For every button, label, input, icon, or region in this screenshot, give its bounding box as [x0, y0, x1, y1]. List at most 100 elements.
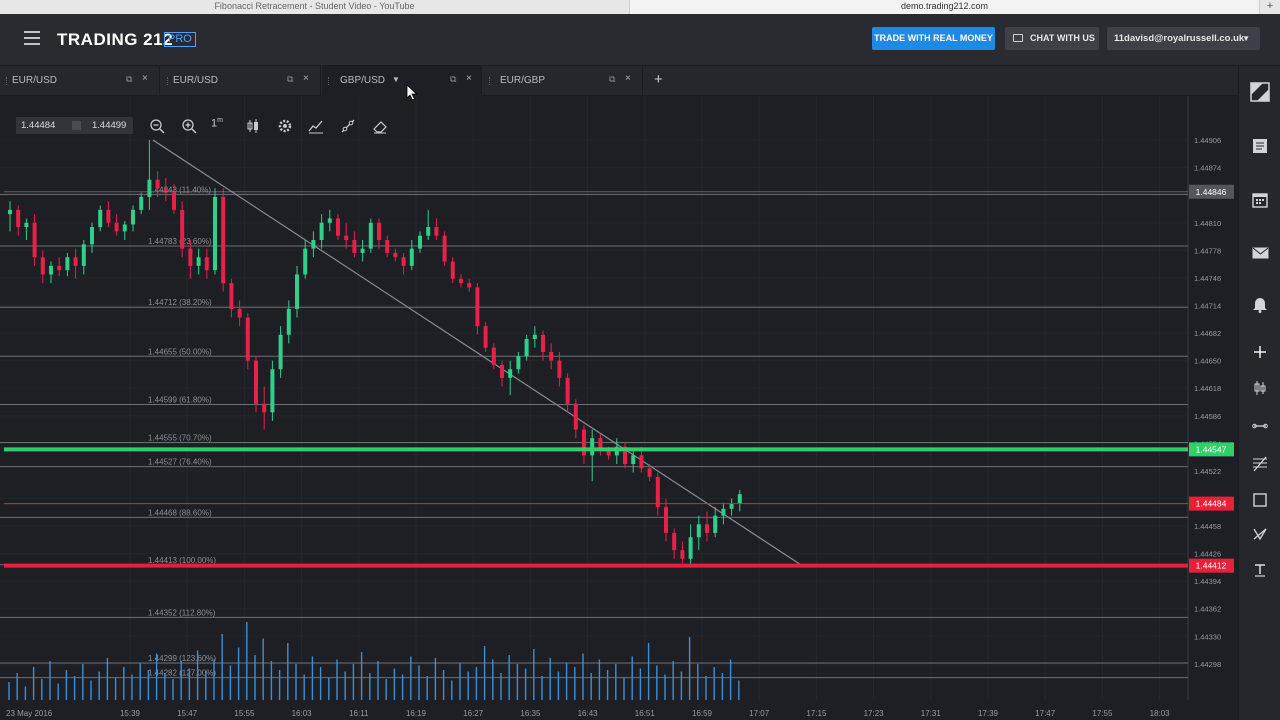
x-axis-label: 16:51 — [635, 709, 656, 718]
indicators-icon[interactable] — [308, 118, 324, 134]
candle-body — [680, 550, 685, 559]
y-axis-label: 1.44362 — [1194, 605, 1221, 614]
sidebar-text-tool[interactable] — [1239, 554, 1280, 586]
close-icon[interactable]: × — [303, 73, 309, 84]
chat-label: CHAT WITH US — [1030, 33, 1095, 43]
candle-body — [737, 494, 742, 504]
tab-gbpusd[interactable]: GBP/USD ▼ ⧉ × — [322, 66, 482, 96]
x-axis-label: 16:43 — [578, 709, 599, 718]
candlestick-type-icon[interactable] — [245, 118, 261, 134]
candle-body — [32, 222, 37, 258]
bid-ask-box: 1.44484 1.44499 — [16, 117, 133, 134]
candle-body — [98, 209, 103, 228]
x-axis-label: 17:15 — [806, 709, 827, 718]
price-tag-label: 1.44412 — [1196, 561, 1227, 571]
drag-grip-icon[interactable] — [167, 77, 169, 85]
candle-body — [598, 438, 603, 452]
account-dropdown[interactable]: 11davisd@royalrussell.co.uk ▼ — [1107, 27, 1260, 50]
text-tool-icon — [1255, 564, 1265, 577]
popout-icon[interactable]: ⧉ — [287, 74, 294, 84]
candle-body — [204, 257, 209, 271]
drag-grip-icon[interactable] — [6, 77, 8, 85]
y-axis-label: 1.44522 — [1194, 467, 1221, 476]
tab-eurusd-2[interactable]: EUR/USD ⧉ × — [161, 66, 321, 96]
zoom-in-icon[interactable] — [181, 118, 197, 134]
timeframe-selector[interactable]: 1m — [211, 117, 223, 130]
candle-body — [705, 524, 709, 533]
chevron-down-icon[interactable]: ▼ — [392, 75, 400, 84]
candle-body — [713, 515, 718, 533]
sidebar-fib-tool[interactable] — [1239, 448, 1280, 480]
candle-body — [319, 222, 324, 240]
candle-body — [237, 308, 242, 318]
popout-icon[interactable]: ⧉ — [609, 74, 616, 84]
y-axis-label: 1.44906 — [1194, 136, 1221, 145]
x-axis-label: 16:19 — [406, 709, 427, 718]
y-axis-label: 1.44810 — [1194, 219, 1221, 228]
sidebar-calendar[interactable] — [1239, 184, 1280, 216]
gear-icon[interactable] — [277, 118, 293, 134]
tab-label: EUR/USD — [173, 75, 219, 86]
trade-real-money-button[interactable]: TRADE WITH REAL MONEY — [872, 27, 995, 50]
hamburger-menu-icon[interactable] — [24, 31, 40, 45]
tab-label: EUR/GBP — [500, 75, 546, 86]
y-axis-label: 1.44682 — [1194, 329, 1221, 338]
sidebar-rectangle-tool[interactable] — [1239, 484, 1280, 516]
drag-grip-icon[interactable] — [489, 77, 491, 85]
candle-body — [721, 508, 726, 516]
candle-body — [557, 360, 562, 378]
browser-tab-trading212[interactable]: demo.trading212.com — [630, 0, 1260, 14]
sidebar-chart-layout[interactable] — [1239, 76, 1280, 108]
eraser-icon[interactable] — [372, 118, 388, 134]
y-axis-label: 1.44298 — [1194, 660, 1221, 669]
add-tab-button[interactable]: + — [654, 71, 663, 88]
rectangle-tool-icon — [1253, 493, 1267, 507]
close-icon[interactable]: × — [466, 73, 472, 84]
sidebar-alerts[interactable] — [1239, 288, 1280, 320]
new-browser-tab-button[interactable]: + — [1266, 0, 1274, 12]
close-icon[interactable]: × — [142, 73, 148, 84]
candle-body — [590, 438, 595, 456]
tab-eurusd-1[interactable]: EUR/USD ⧉ × — [0, 66, 160, 96]
chart-area[interactable] — [0, 96, 1238, 720]
sidebar-line-tool[interactable] — [1239, 410, 1280, 442]
x-axis-label: 15:47 — [177, 709, 198, 718]
candle-body — [57, 265, 62, 271]
price-tag-label: 1.44547 — [1196, 444, 1227, 454]
sidebar-candle-tool[interactable] — [1239, 372, 1280, 404]
drag-grip-icon[interactable] — [328, 77, 330, 85]
candle-body — [286, 308, 291, 335]
candle-body — [16, 209, 21, 228]
price-chart[interactable]: 15:39 15:47 15:55 16:03 16:11 16:19 16:27 16:35… — [0, 96, 1238, 720]
sidebar-mail[interactable] — [1239, 237, 1280, 269]
browser-tab-youtube[interactable]: Fibonacci Retracement - Student Video - … — [0, 0, 630, 14]
x-axis-label: 17:55 — [1092, 709, 1113, 718]
candle-body — [90, 227, 94, 245]
x-axis-label: 15:39 — [120, 709, 141, 718]
candle-body — [254, 360, 258, 404]
spread-icon — [72, 121, 81, 130]
sidebar-crosshair[interactable] — [1239, 336, 1280, 368]
close-icon[interactable]: × — [625, 73, 631, 84]
sidebar-news[interactable] — [1239, 130, 1280, 162]
fib-level-label: 1.44783 (23.60%) — [148, 237, 212, 246]
x-axis-label: 17:31 — [921, 709, 942, 718]
popout-icon[interactable]: ⧉ — [126, 74, 133, 84]
candle-body — [24, 222, 29, 228]
sidebar-pattern-tool[interactable] — [1239, 518, 1280, 550]
popout-icon[interactable]: ⧉ — [450, 74, 457, 84]
chat-with-us-button[interactable]: CHAT WITH US — [1005, 27, 1099, 50]
fib-tool-icon — [1253, 456, 1267, 472]
candle-body — [377, 222, 381, 240]
zoom-out-icon[interactable] — [149, 118, 165, 134]
drawing-tools-icon[interactable] — [340, 118, 356, 134]
tab-eurgbp[interactable]: EUR/GBP ⧉ × — [483, 66, 643, 96]
crosshair-icon — [1254, 346, 1266, 358]
fib-level-label: 1.44299 (123.60%) — [148, 654, 216, 663]
fib-level-label: 1.44413 (100.00%) — [148, 556, 216, 565]
candle-body — [131, 209, 135, 225]
x-axis-label: 16:03 — [292, 709, 313, 718]
candle-body — [696, 524, 701, 538]
y-axis-label: 1.44394 — [1194, 577, 1221, 586]
price-tag — [1189, 442, 1234, 457]
